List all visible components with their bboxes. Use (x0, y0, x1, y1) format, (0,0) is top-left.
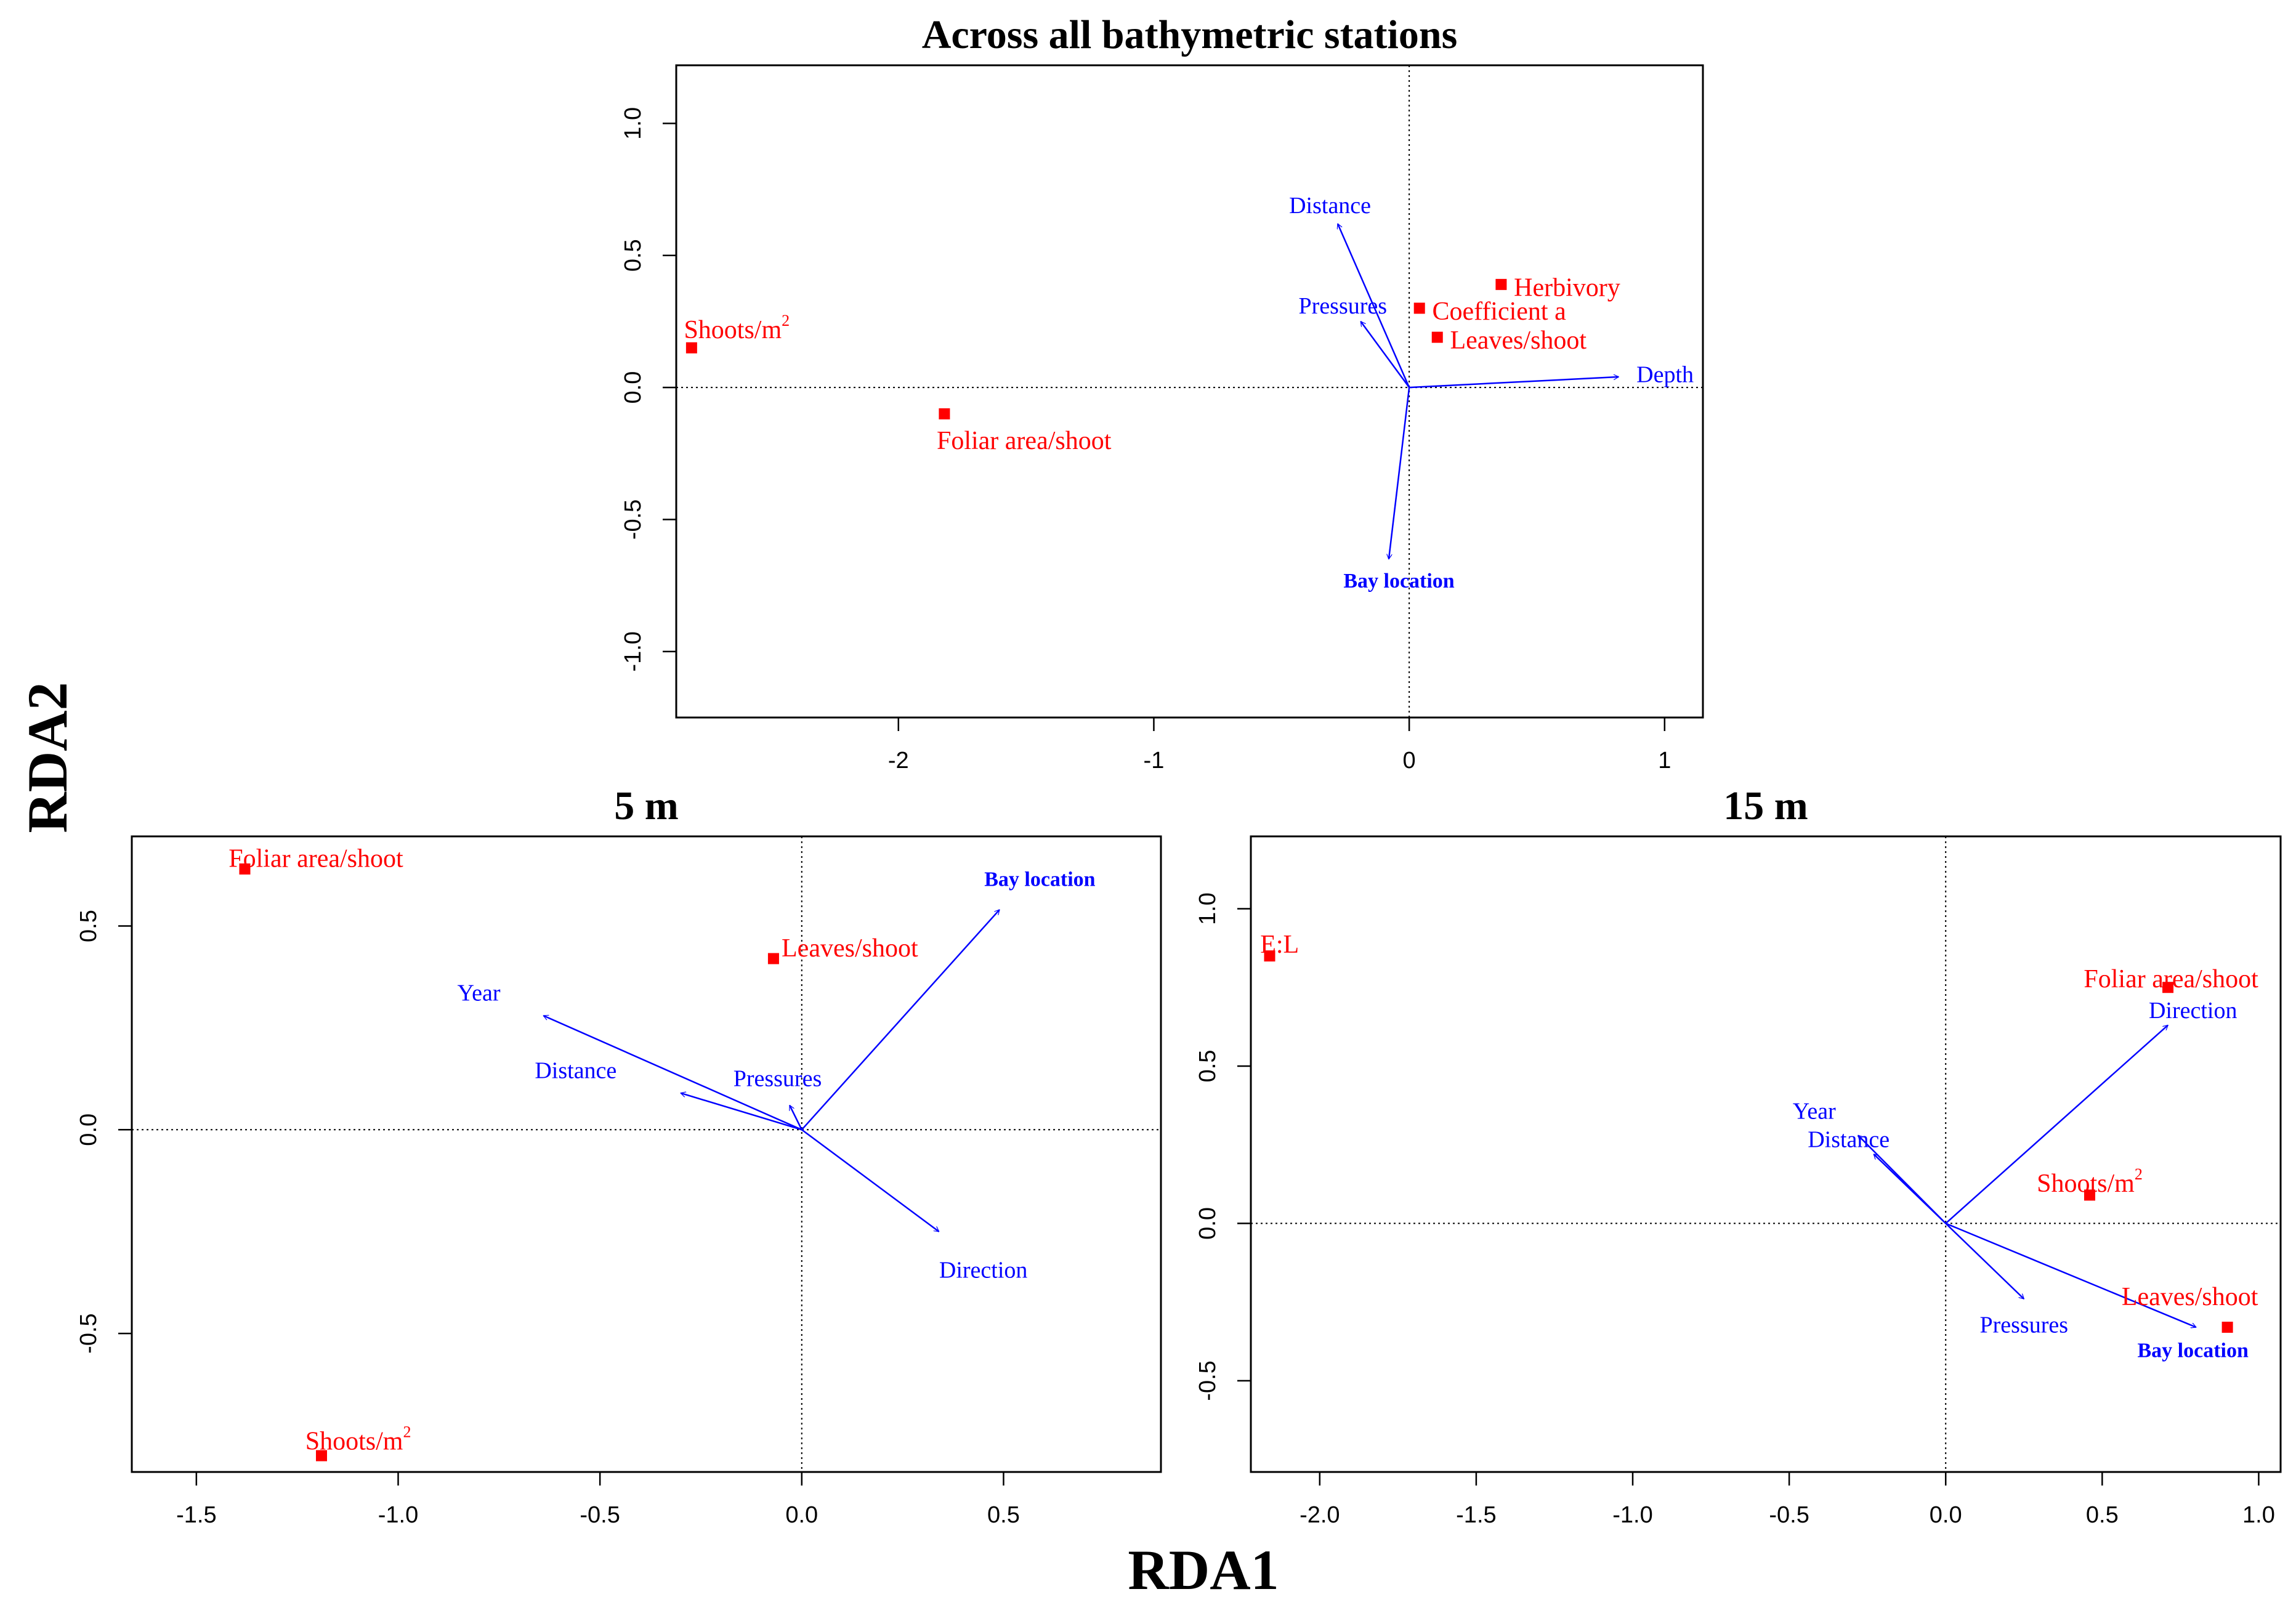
chart2-x-tick-label: -1.5 (1456, 1502, 1496, 1528)
chart0-y-tick-label: -0.5 (620, 499, 646, 540)
chart2-y-tick-label: 0.0 (1195, 1207, 1221, 1240)
chart2-point-leaves-shoot-label-text: Leaves/shoot (2122, 1283, 2258, 1311)
chart2-point-e-l-label-text: E:L (1260, 930, 1299, 958)
chart2-plot-frame (1251, 836, 2281, 1472)
chart0-x-tick-label: -1 (1144, 748, 1165, 774)
chart0-vector-bay-location-arrow (1389, 387, 1409, 559)
chart2-point-leaves-shoot-marker (2222, 1322, 2233, 1333)
chart2-x-tick-label: -0.5 (1769, 1502, 1809, 1528)
chart1-vector-distance-label: Distance (535, 1057, 616, 1083)
chart2-title: 15 m (1723, 783, 1808, 828)
chart2-vector-bay-location-arrow (1946, 1223, 2196, 1327)
chart2-y-tick-label: -0.5 (1195, 1360, 1221, 1401)
chart0-vector-pressures-label: Pressures (1299, 293, 1388, 319)
chart0-point-shoots-m-label: Shoots/m2 (684, 312, 790, 344)
chart0-point-herbivory-marker (1495, 279, 1506, 290)
chart0-plot-frame (676, 65, 1703, 718)
chart2-vector-year-label: Year (1793, 1098, 1836, 1124)
chart0-y-tick-label: 0.5 (620, 239, 646, 272)
chart0-point-shoots-m-label-text: Shoots/m (684, 316, 782, 344)
chart2-point-shoots-m-label-superscript: 2 (2135, 1165, 2143, 1183)
chart1-point-foliar-area-shoot-label: Foliar area/shoot (228, 844, 403, 873)
chart0-point-leaves-shoot-label-text: Leaves/shoot (1450, 326, 1587, 355)
chart2-vector-distance-label: Distance (1808, 1126, 1890, 1152)
chart2-y-tick-label: 0.5 (1195, 1050, 1221, 1083)
chart2-vector-bay-location-label: Bay location (2137, 1340, 2248, 1362)
chart2-x-tick-label: -1.0 (1612, 1502, 1652, 1528)
chart0-x-tick-label: 1 (1658, 748, 1671, 774)
chart1-x-tick-label: -0.5 (580, 1502, 620, 1528)
chart0-point-coefficient-a-label-text: Coefficient a (1432, 297, 1566, 326)
chart1-point-shoots-m-label-text: Shoots/m (305, 1427, 403, 1455)
chart1-point-foliar-area-shoot-label-text: Foliar area/shoot (228, 844, 403, 873)
chart0-vector-bay-location-label: Bay location (1343, 570, 1454, 592)
chart1-x-tick-label: 0.0 (785, 1502, 818, 1528)
chart2-point-foliar-area-shoot-label-text: Foliar area/shoot (2084, 965, 2258, 993)
chart1-title: 5 m (614, 783, 678, 828)
chart1-vector-direction-label: Direction (939, 1258, 1028, 1284)
chart0-y-tick-label: 0.0 (620, 371, 646, 404)
chart0-vector-depth-label: Depth (1636, 362, 1694, 388)
chart1-point-leaves-shoot-label: Leaves/shoot (782, 934, 918, 963)
chart2-point-foliar-area-shoot-label: Foliar area/shoot (2084, 965, 2258, 993)
chart2-x-tick-label: 0.0 (1930, 1502, 1962, 1528)
chart1-x-tick-label: -1.0 (378, 1502, 418, 1528)
chart0-point-leaves-shoot-marker (1432, 332, 1443, 343)
chart1-y-tick-label: 0.0 (76, 1114, 102, 1146)
chart1-y-tick-label: 0.5 (76, 910, 102, 942)
chart1-x-tick-label: 0.5 (987, 1502, 1020, 1528)
chart0-title: Across all bathymetric stations (922, 12, 1458, 57)
chart0-point-foliar-area-shoot-marker (939, 408, 950, 419)
chart1-point-leaves-shoot-marker (768, 953, 779, 964)
chart1-point-leaves-shoot-label-text: Leaves/shoot (782, 934, 918, 963)
chart1-vector-year-label: Year (458, 980, 501, 1006)
shared-x-axis-label: RDA1 (1128, 1538, 1279, 1597)
panel-15m: 15 m -2.0 -1.5 -1.0 -0.5 0.0 0.5 1.0 -0.5 0.0 0.5 1… (1195, 783, 2281, 1528)
rda-figure: RDA2 RDA1 Across all bathymetric station… (0, 0, 2296, 1597)
chart1-x-tick-label: -1.5 (176, 1502, 216, 1528)
chart0-point-coefficient-a-label: Coefficient a (1432, 297, 1566, 326)
chart0-y-tick-label: 1.0 (620, 107, 646, 140)
chart0-point-leaves-shoot-label: Leaves/shoot (1450, 326, 1587, 355)
chart0-point-coefficient-a-marker (1414, 302, 1425, 313)
chart2-x-tick-label: 0.5 (2086, 1502, 2119, 1528)
chart0-vector-depth-arrow (1409, 377, 1619, 387)
chart2-vector-pressures-arrow (1946, 1223, 2024, 1299)
chart2-point-leaves-shoot-label: Leaves/shoot (2122, 1283, 2258, 1311)
chart2-x-tick-label: -2.0 (1300, 1502, 1340, 1528)
chart1-plot-frame (132, 836, 1161, 1472)
chart2-vector-direction-label: Direction (2149, 998, 2237, 1024)
chart1-vector-bay-location-label: Bay location (984, 868, 1095, 891)
chart1-y-tick-label: -0.5 (76, 1313, 102, 1353)
panel-5m: 5 m -1.5 -1.0 -0.5 0.0 0.5 -0.5 0.0 0.5 Year Dista… (76, 783, 1161, 1528)
chart1-point-shoots-m-label: Shoots/m2 (305, 1423, 411, 1456)
chart2-x-tick-label: 1.0 (2242, 1502, 2275, 1528)
chart0-vector-distance-label: Distance (1289, 193, 1371, 219)
chart0-point-foliar-area-shoot-label: Foliar area/shoot (937, 427, 1112, 455)
chart0-x-tick-label: 0 (1403, 748, 1416, 774)
chart0-point-foliar-area-shoot-label-text: Foliar area/shoot (937, 427, 1112, 455)
chart1-vector-pressures-label: Pressures (734, 1066, 822, 1092)
panel-across-all-stations: Across all bathymetric stations -2 -1 0 1 -1.… (620, 12, 1703, 774)
chart1-vector-direction-arrow (802, 1130, 939, 1231)
chart2-point-shoots-m-label: Shoots/m2 (2037, 1165, 2143, 1198)
shared-y-axis-label: RDA2 (16, 682, 79, 833)
chart1-point-shoots-m-label-superscript: 2 (403, 1423, 411, 1441)
chart0-y-tick-label: -1.0 (620, 631, 646, 671)
chart2-y-tick-label: 1.0 (1195, 892, 1221, 925)
chart0-point-shoots-m-label-superscript: 2 (782, 312, 790, 330)
chart2-vector-distance-arrow (1874, 1154, 1946, 1223)
chart0-x-tick-label: -2 (888, 748, 909, 774)
chart1-vector-distance-arrow (681, 1093, 802, 1130)
chart2-vector-pressures-label: Pressures (1979, 1312, 2068, 1338)
chart2-point-e-l-label: E:L (1260, 930, 1299, 958)
chart2-point-shoots-m-label-text: Shoots/m (2037, 1170, 2135, 1198)
